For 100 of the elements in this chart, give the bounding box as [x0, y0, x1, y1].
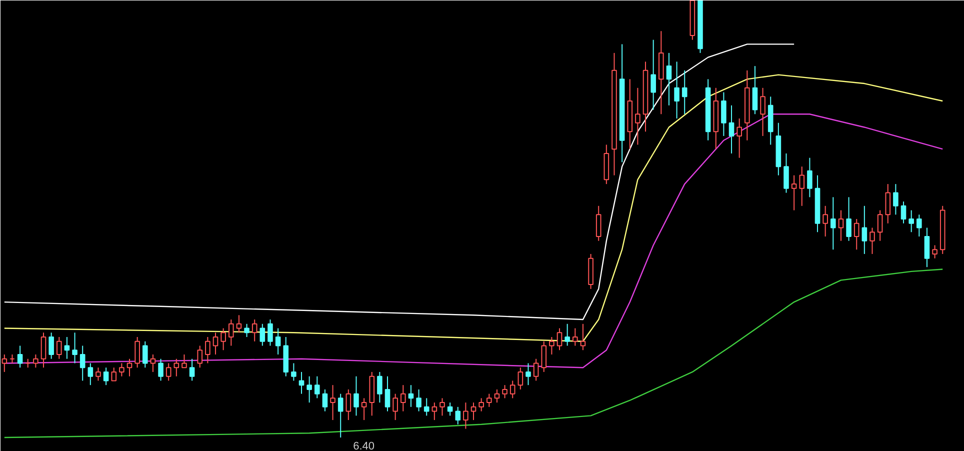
candlestick [682, 70, 688, 115]
candlestick [361, 398, 367, 421]
candlestick [96, 367, 101, 382]
candlestick [799, 166, 805, 206]
candlestick [392, 393, 398, 421]
candlestick [408, 384, 414, 408]
candlestick [533, 358, 539, 382]
candlestick [189, 358, 195, 382]
candlestick [291, 362, 296, 382]
candlestick [244, 323, 250, 338]
candlestick [455, 406, 461, 425]
candlestick [182, 354, 187, 368]
text: 6.40 [353, 440, 375, 451]
candlestick [846, 196, 852, 242]
candlestick [736, 118, 742, 158]
candlestick [306, 376, 312, 404]
candlestick [908, 210, 914, 233]
candlestick [166, 362, 172, 382]
candlestick [330, 384, 336, 421]
candlestick [212, 332, 218, 355]
candlestick [502, 384, 508, 399]
candlestick [721, 92, 726, 136]
candlestick [338, 393, 344, 438]
candlestick [564, 323, 570, 346]
candlestick [416, 388, 422, 412]
candlestick [275, 328, 281, 355]
candlestick [142, 340, 148, 368]
candlestick [228, 319, 234, 346]
candlestick [822, 205, 828, 237]
candlestick [838, 210, 844, 242]
candlestick [432, 402, 438, 421]
candlestick [784, 152, 789, 194]
candlestick [440, 398, 445, 416]
candlestick [322, 388, 328, 412]
candlestick [236, 314, 242, 334]
candlestick [549, 336, 554, 355]
candlestick [556, 328, 562, 351]
candlestick [158, 358, 164, 382]
candlestick [103, 367, 109, 386]
candlestick [510, 380, 516, 399]
candlestick [885, 184, 891, 224]
candlestick [674, 61, 680, 119]
candlestick [447, 402, 453, 416]
candlestick [877, 210, 883, 242]
candlestick [80, 345, 86, 382]
candlestick [111, 367, 117, 382]
candlestick [728, 104, 734, 154]
candlestick [463, 402, 468, 430]
candlestick [56, 336, 62, 360]
candlestick [400, 384, 406, 412]
candlestick [150, 354, 156, 372]
candlestick [220, 328, 226, 351]
candlestick [119, 362, 124, 377]
candlestick [17, 345, 23, 368]
candlestick [870, 227, 875, 254]
candlestick [916, 214, 922, 237]
candlestick [924, 227, 930, 268]
candlestick [526, 362, 531, 386]
candlestick [893, 184, 898, 216]
candlestick [314, 376, 320, 399]
candlestick [205, 336, 210, 364]
candlestick [126, 358, 132, 377]
candlestick [791, 174, 797, 211]
candlestick [900, 201, 906, 224]
candlestick [807, 157, 812, 198]
candlestick [494, 388, 500, 404]
candlestick [346, 388, 352, 421]
candlestick [260, 323, 266, 346]
candlestick [40, 332, 46, 368]
candlestick [354, 376, 359, 416]
candlestick [48, 332, 54, 360]
candlestick [33, 354, 38, 368]
candlestick [830, 196, 836, 250]
candlestick [384, 376, 390, 412]
candlestick [635, 87, 640, 146]
candlestick [298, 371, 304, 394]
candlestick [854, 218, 860, 250]
candlestick [650, 39, 656, 110]
candlestick [197, 345, 203, 368]
candlestick [134, 336, 140, 368]
candlestick [64, 336, 70, 360]
candlestick [596, 205, 602, 242]
candlestick [572, 328, 578, 346]
candlestick [88, 362, 94, 386]
candlestick [72, 332, 78, 364]
candlestick [478, 398, 484, 412]
candlestick [666, 52, 672, 106]
candlestick [470, 402, 476, 421]
candlestick [486, 393, 492, 408]
candlestick [752, 66, 758, 115]
candlestick [760, 87, 766, 136]
candlestick [518, 367, 524, 390]
candlestick [541, 340, 547, 372]
candlestick [252, 319, 258, 342]
candlestick [932, 244, 938, 259]
candlestick [580, 323, 586, 351]
candlestick [377, 371, 382, 404]
candlestick [862, 205, 868, 254]
candlestick [174, 358, 180, 377]
candlestick [424, 398, 430, 416]
